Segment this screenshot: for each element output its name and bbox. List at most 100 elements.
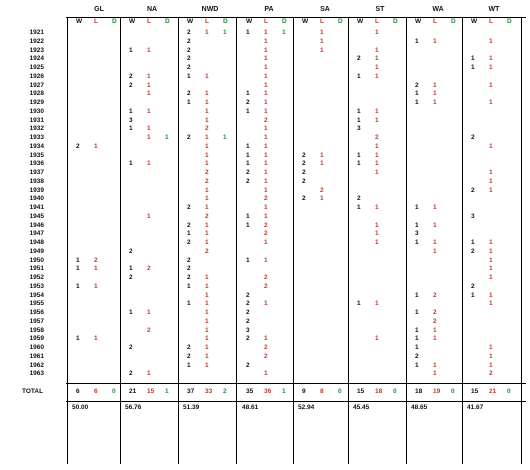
year-label: 1921 [29, 29, 44, 36]
wins-cell: 1 [415, 204, 419, 211]
total-wins: 15 [471, 388, 479, 395]
col-label-l: L [433, 18, 437, 25]
losses-cell: 1 [147, 107, 151, 115]
wins-cell: 1 [246, 151, 250, 159]
year-label: 1928 [29, 90, 44, 98]
col-label-d: D [393, 18, 398, 25]
team-header: SA [320, 6, 330, 13]
draws-cell: 1 [165, 134, 169, 141]
year-label: 1952 [29, 274, 44, 281]
wins-cell: 1 [129, 125, 133, 133]
wins-cell: 2 [302, 160, 306, 168]
year-label: 1923 [29, 46, 44, 54]
losses-cell: 1 [147, 81, 151, 89]
wins-cell: 2 [187, 239, 191, 246]
losses-cell: 1 [264, 239, 268, 246]
losses-cell: 2 [264, 116, 268, 124]
losses-cell: 2 [264, 282, 268, 290]
total-losses: 21 [489, 388, 497, 395]
wins-cell: 2 [187, 204, 191, 211]
total-losses: 36 [264, 388, 272, 395]
losses-cell: 1 [320, 160, 324, 168]
total-draws: 0 [451, 388, 455, 395]
losses-cell: 1 [375, 107, 379, 115]
losses-cell: 1 [264, 177, 268, 185]
losses-cell: 1 [205, 151, 209, 159]
year-label: 1941 [29, 204, 44, 211]
wins-cell: 3 [357, 125, 361, 133]
win-percentage: 51.39 [183, 404, 200, 411]
column-divider [406, 17, 408, 464]
win-percentage: 52.94 [298, 404, 315, 411]
year-label: 1954 [29, 291, 44, 299]
wins-cell: 1 [246, 107, 250, 115]
losses-cell: 2 [433, 309, 437, 316]
wins-cell: 1 [471, 64, 475, 71]
wins-cell: 2 [129, 370, 133, 378]
year-label: 1959 [29, 335, 44, 343]
wins-cell: 1 [471, 239, 475, 246]
losses-cell: 2 [94, 256, 98, 264]
wins-cell: 3 [415, 230, 419, 238]
losses-cell: 1 [489, 361, 493, 369]
losses-cell: 1 [433, 90, 437, 98]
wins-cell: 1 [415, 291, 419, 299]
losses-cell: 1 [264, 212, 268, 220]
losses-cell: 1 [205, 107, 209, 115]
losses-cell: 1 [264, 300, 268, 308]
losses-cell: 2 [264, 230, 268, 238]
year-label: 1962 [29, 361, 44, 369]
losses-cell: 1 [147, 370, 151, 378]
year-label: 1936 [29, 160, 44, 168]
losses-cell: 1 [375, 55, 379, 63]
col-label-l: L [264, 18, 268, 25]
losses-cell: 1 [375, 300, 379, 308]
col-label-d: D [282, 18, 287, 25]
losses-cell: 1 [489, 344, 493, 351]
losses-cell: 1 [489, 64, 493, 71]
wins-cell: 2 [187, 46, 191, 54]
wins-cell: 2 [471, 247, 475, 255]
losses-cell: 1 [489, 265, 493, 273]
wins-cell: 1 [129, 265, 133, 273]
wins-cell: 2 [129, 274, 133, 281]
losses-cell: 2 [205, 125, 209, 133]
losses-cell: 1 [433, 81, 437, 89]
losses-cell: 1 [375, 46, 379, 54]
total-losses: 19 [433, 388, 441, 395]
losses-cell: 1 [489, 247, 493, 255]
losses-cell: 1 [489, 352, 493, 360]
year-label: 1948 [29, 239, 44, 246]
wins-cell: 1 [246, 90, 250, 98]
losses-cell: 1 [433, 239, 437, 246]
year-label: 1927 [29, 81, 44, 89]
wins-cell: 2 [246, 317, 250, 325]
wins-cell: 2 [415, 81, 419, 89]
draws-cell: 1 [223, 29, 227, 36]
losses-cell: 1 [264, 204, 268, 211]
losses-cell: 1 [205, 239, 209, 246]
total-wins: 37 [187, 388, 195, 395]
losses-cell: 1 [433, 370, 437, 378]
wins-cell: 2 [246, 361, 250, 369]
wins-cell: 1 [415, 90, 419, 98]
wins-cell: 1 [187, 230, 191, 238]
team-header: GL [94, 6, 104, 13]
losses-cell: 1 [264, 55, 268, 63]
losses-cell: 1 [264, 46, 268, 54]
losses-cell: 2 [205, 177, 209, 185]
total-losses: 33 [205, 388, 213, 395]
wins-cell: 2 [129, 81, 133, 89]
losses-cell: 1 [489, 239, 493, 246]
wins-cell: 2 [302, 195, 306, 203]
wins-cell: 1 [129, 309, 133, 316]
losses-cell: 1 [205, 335, 209, 343]
total-losses: 18 [375, 388, 383, 395]
year-label: 1946 [29, 221, 44, 229]
col-label-d: D [507, 18, 512, 25]
wins-cell: 2 [187, 274, 191, 281]
wins-cell: 2 [187, 344, 191, 351]
losses-cell: 1 [264, 256, 268, 264]
wins-cell: 1 [246, 160, 250, 168]
losses-cell: 1 [489, 81, 493, 89]
